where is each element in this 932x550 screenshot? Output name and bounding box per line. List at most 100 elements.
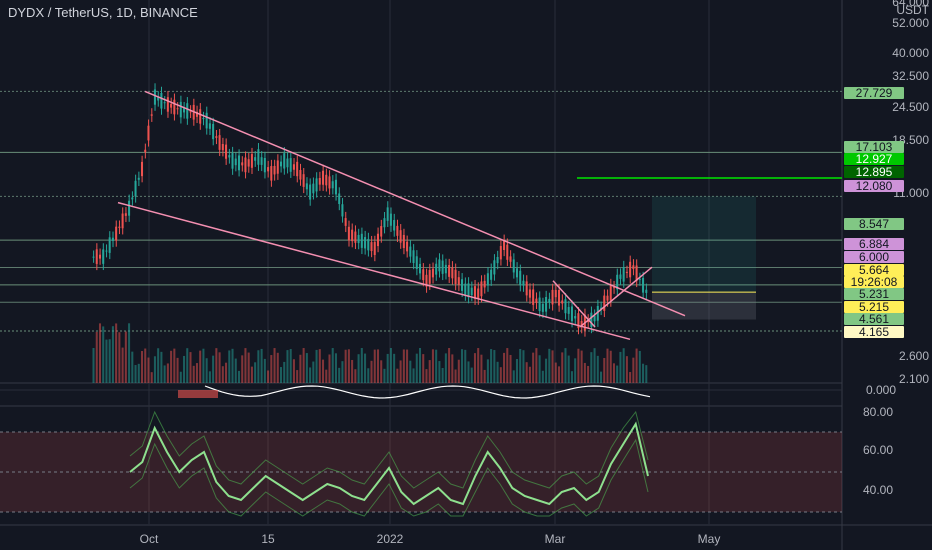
volume-bar <box>512 370 515 383</box>
candle-body <box>635 265 638 281</box>
oscillator-histogram <box>178 390 218 398</box>
candle-body <box>257 149 260 165</box>
candle-body <box>441 260 444 274</box>
price-tag-label: 19:26:08 <box>851 275 898 289</box>
price-tag <box>844 251 904 263</box>
volume-bar <box>386 353 389 383</box>
price-tag-label: 6.884 <box>859 237 889 251</box>
candle-body <box>480 281 483 297</box>
volume-bar <box>406 349 409 383</box>
price-tag-label: 12.927 <box>856 152 893 166</box>
price-tag <box>844 264 904 276</box>
candle-body <box>202 117 205 120</box>
volume-bar <box>480 354 483 383</box>
volume-bar <box>587 365 590 383</box>
volume-bar <box>396 368 399 383</box>
candle-body <box>118 226 121 228</box>
candle-body <box>525 281 528 296</box>
volume-bar <box>642 363 645 383</box>
candle-body <box>435 263 438 275</box>
volume-bar <box>418 348 422 383</box>
price-tag <box>844 276 904 288</box>
candle-body <box>409 246 412 257</box>
volume-bar <box>625 356 628 383</box>
volume-bar <box>173 348 176 383</box>
candle-body <box>554 289 557 298</box>
price-tag <box>844 313 904 325</box>
candle-body <box>519 270 522 286</box>
volume-bar <box>557 366 561 383</box>
candle-body <box>279 161 283 167</box>
lower-trendline <box>117 201 631 341</box>
x-tick-label: 2022 <box>377 532 404 546</box>
volume-bar <box>351 359 354 383</box>
volume-bar <box>260 348 263 383</box>
candle-body <box>483 280 486 288</box>
volume-bar <box>283 361 286 383</box>
volume-bar <box>309 367 312 383</box>
volume-bar <box>590 352 593 383</box>
candle-body <box>444 264 447 274</box>
volume-bar <box>160 351 163 383</box>
volume-bar <box>422 354 425 383</box>
volume-bar <box>347 349 350 383</box>
volume-bar <box>486 359 489 383</box>
price-tag <box>844 87 904 99</box>
price-tag <box>844 180 904 192</box>
price-tag <box>844 301 904 313</box>
candle-body <box>373 241 376 256</box>
candle-body <box>383 218 386 228</box>
volume-bar <box>95 331 98 383</box>
stop-zone <box>652 292 756 320</box>
candle-body <box>218 135 221 150</box>
volume-bar <box>428 360 431 383</box>
candle-body <box>273 165 276 175</box>
candle-body <box>315 178 318 192</box>
volume-bar <box>318 349 321 383</box>
candle-body <box>551 289 554 305</box>
candle-body <box>115 226 118 241</box>
candle-body <box>577 313 580 329</box>
volume-bar <box>541 370 544 383</box>
candle-body <box>548 298 551 303</box>
candle-body <box>376 233 379 247</box>
candle-body <box>215 136 218 138</box>
price-tag <box>844 326 904 338</box>
volume-bar <box>535 348 538 383</box>
candle-body <box>247 159 250 167</box>
candle-body <box>625 271 628 273</box>
candle-body <box>205 112 208 129</box>
price-tag-label: 5.215 <box>859 300 889 314</box>
x-tick-label: Oct <box>140 532 159 546</box>
oscillator-line <box>204 385 651 399</box>
candle-body <box>189 111 192 113</box>
volume-bar <box>334 353 337 383</box>
candle-body <box>557 289 561 306</box>
candle-body <box>354 231 357 243</box>
candle-body <box>619 274 622 279</box>
volume-bar <box>402 349 405 383</box>
candle-body <box>241 162 244 166</box>
volume-bar <box>108 339 111 383</box>
candle-body <box>580 321 583 328</box>
candle-body <box>173 99 176 115</box>
candle-body <box>357 234 360 244</box>
candle-body <box>92 256 95 258</box>
volume-bar <box>305 353 308 383</box>
volume-bar <box>92 348 95 383</box>
volume-bar <box>134 365 137 383</box>
volume-bar <box>331 348 334 383</box>
candle-body <box>199 109 202 124</box>
price-tag <box>844 141 904 153</box>
candle-body <box>309 184 312 200</box>
volume-bar <box>344 349 347 383</box>
candle-body <box>425 274 428 287</box>
volume-bar <box>629 372 632 383</box>
volume-bar <box>515 359 518 383</box>
candle-body <box>254 157 257 161</box>
volume-bar <box>609 350 612 383</box>
volume-bar <box>312 361 315 383</box>
candle-body <box>422 269 425 281</box>
price-tag-label: 4.561 <box>859 312 889 326</box>
